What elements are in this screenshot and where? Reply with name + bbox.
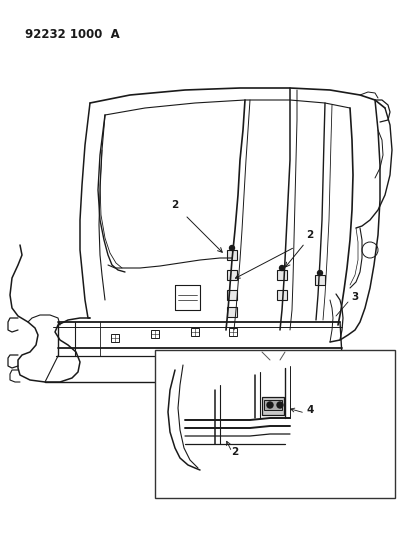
- Bar: [315, 275, 325, 285]
- Bar: [191, 328, 199, 336]
- Bar: [227, 307, 237, 317]
- Text: 1: 1: [187, 362, 193, 372]
- Bar: [155, 350, 395, 498]
- Text: 4: 4: [306, 405, 314, 415]
- Bar: [151, 330, 159, 338]
- Text: 3: 3: [351, 292, 359, 302]
- Bar: [227, 250, 237, 260]
- Text: 2: 2: [171, 200, 179, 210]
- Bar: [264, 400, 282, 410]
- Circle shape: [267, 402, 273, 408]
- Circle shape: [279, 265, 285, 271]
- Bar: [229, 328, 237, 336]
- Circle shape: [229, 246, 234, 251]
- Bar: [227, 270, 237, 280]
- Text: 2: 2: [231, 447, 238, 457]
- Bar: [277, 290, 287, 300]
- Bar: [277, 270, 287, 280]
- Bar: [262, 397, 284, 415]
- Bar: [111, 334, 119, 342]
- Text: 92232 1000  A: 92232 1000 A: [25, 28, 120, 41]
- Bar: [227, 290, 237, 300]
- Circle shape: [317, 271, 323, 276]
- Circle shape: [277, 402, 283, 408]
- Text: 2: 2: [306, 230, 314, 240]
